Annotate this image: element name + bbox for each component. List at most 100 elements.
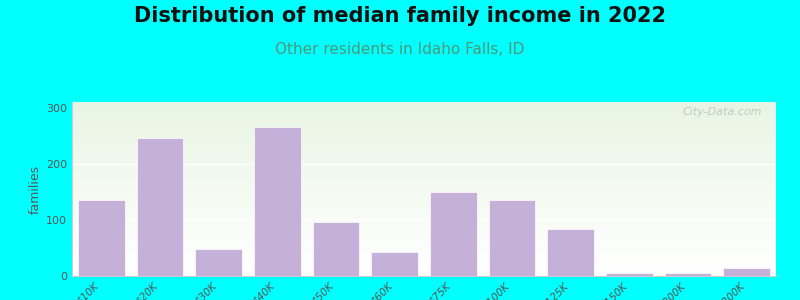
Bar — [72, 102, 776, 103]
Bar — [72, 119, 776, 120]
Bar — [72, 130, 776, 131]
Bar — [195, 249, 242, 276]
Y-axis label: families: families — [29, 164, 42, 214]
Bar — [72, 157, 776, 158]
Bar — [72, 251, 776, 252]
Bar — [371, 252, 418, 276]
Text: Distribution of median family income in 2022: Distribution of median family income in … — [134, 6, 666, 26]
Bar — [72, 218, 776, 219]
Bar — [72, 106, 776, 107]
Bar — [72, 138, 776, 139]
Bar — [72, 263, 776, 264]
Bar — [72, 275, 776, 276]
Bar — [72, 239, 776, 240]
Bar — [72, 114, 776, 115]
Bar — [72, 201, 776, 202]
Bar — [72, 153, 776, 154]
Bar — [72, 232, 776, 233]
Bar — [72, 227, 776, 228]
Bar — [72, 127, 776, 128]
Bar — [72, 149, 776, 150]
Bar — [72, 230, 776, 231]
Bar — [313, 222, 359, 276]
Bar — [72, 222, 776, 223]
Bar — [72, 171, 776, 172]
Bar — [72, 113, 776, 114]
Bar — [72, 267, 776, 268]
Bar — [72, 244, 776, 245]
Bar — [72, 151, 776, 152]
Bar — [72, 173, 776, 174]
Bar — [72, 166, 776, 167]
Bar — [72, 262, 776, 263]
Bar — [72, 253, 776, 254]
Bar — [430, 192, 477, 276]
Bar — [72, 224, 776, 225]
Bar — [72, 111, 776, 112]
Bar — [72, 126, 776, 127]
Bar — [72, 123, 776, 124]
Bar — [72, 247, 776, 248]
Bar — [665, 273, 711, 276]
Bar — [72, 203, 776, 204]
Bar — [72, 161, 776, 162]
Bar — [72, 206, 776, 207]
Bar — [72, 191, 776, 192]
Bar — [72, 152, 776, 153]
Bar — [72, 246, 776, 247]
Bar — [72, 245, 776, 246]
Bar — [72, 210, 776, 211]
Bar — [72, 133, 776, 134]
Bar — [72, 115, 776, 116]
Bar — [72, 234, 776, 235]
Bar — [72, 254, 776, 255]
Bar — [72, 112, 776, 113]
Bar — [72, 167, 776, 168]
Bar — [137, 139, 183, 276]
Bar — [547, 230, 594, 276]
Bar — [72, 162, 776, 163]
Bar — [72, 240, 776, 241]
Bar — [72, 160, 776, 161]
Bar — [72, 193, 776, 194]
Bar — [72, 104, 776, 105]
Bar — [72, 249, 776, 250]
Bar — [72, 148, 776, 149]
Bar — [72, 176, 776, 177]
Bar — [78, 200, 125, 276]
Bar — [72, 117, 776, 118]
Bar — [72, 135, 776, 136]
Bar — [72, 141, 776, 142]
Bar — [72, 243, 776, 244]
Bar — [72, 150, 776, 151]
Bar — [72, 198, 776, 199]
Bar — [72, 136, 776, 137]
Bar — [72, 134, 776, 135]
Bar — [72, 238, 776, 239]
Bar — [72, 217, 776, 218]
Bar — [72, 182, 776, 183]
Bar — [72, 184, 776, 185]
Bar — [72, 236, 776, 237]
Bar — [72, 189, 776, 190]
Bar — [72, 265, 776, 266]
Text: City-Data.com: City-Data.com — [682, 107, 762, 117]
Bar — [72, 223, 776, 224]
Bar — [72, 142, 776, 143]
Bar — [72, 231, 776, 232]
Bar — [72, 271, 776, 272]
Bar — [72, 220, 776, 221]
Bar — [72, 146, 776, 147]
Bar — [72, 194, 776, 195]
Bar — [489, 200, 535, 276]
Bar — [72, 211, 776, 212]
Bar — [72, 204, 776, 205]
Bar — [72, 147, 776, 148]
Bar — [72, 103, 776, 104]
Bar — [72, 169, 776, 170]
Bar — [72, 221, 776, 222]
Bar — [72, 181, 776, 182]
Bar — [254, 127, 301, 276]
Bar — [72, 183, 776, 184]
Bar — [72, 228, 776, 229]
